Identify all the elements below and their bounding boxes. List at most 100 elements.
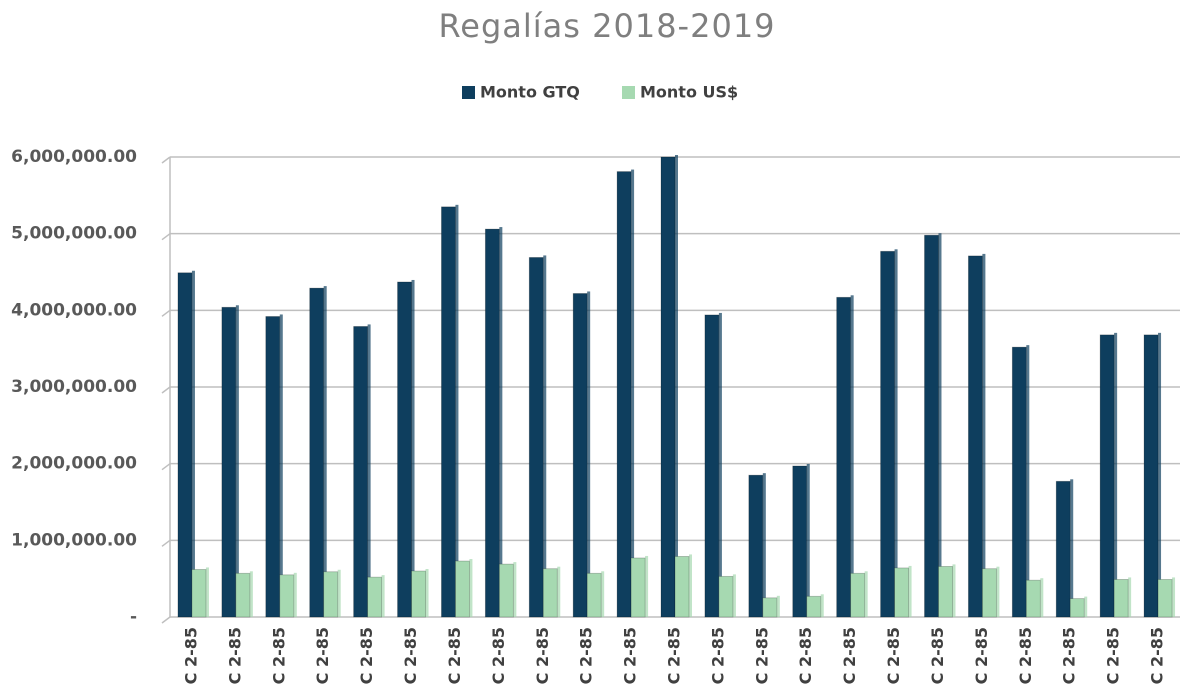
bar <box>221 306 237 618</box>
bar-depth <box>337 569 341 617</box>
x-tick-label: C 2-85 <box>401 627 420 684</box>
x-tick-label: C 2-85 <box>928 627 947 684</box>
bar-depth <box>996 566 1000 617</box>
grid-line-depth <box>161 463 171 471</box>
bar-depth <box>806 463 810 617</box>
x-tick-label: C 2-85 <box>445 627 464 684</box>
bar-depth <box>411 279 415 617</box>
x-tick-label: C 2-85 <box>577 627 596 684</box>
bar-depth <box>543 255 547 617</box>
bar-depth <box>323 286 327 617</box>
x-tick-label: C 2-85 <box>621 627 640 684</box>
bar <box>191 569 207 618</box>
bar-depth <box>776 595 780 617</box>
bar <box>572 293 588 618</box>
bar-depth <box>1128 577 1132 617</box>
bar <box>894 567 909 618</box>
bar-depth <box>249 571 253 617</box>
bar-depth <box>1114 332 1118 617</box>
bar-depth <box>557 566 561 617</box>
bar <box>880 250 895 618</box>
bar-depth <box>864 571 868 617</box>
legend-swatch <box>462 86 475 99</box>
bar <box>397 281 412 618</box>
x-tick-label: C 2-85 <box>1016 627 1035 684</box>
chart-title: Regalías 2018-2019 <box>438 7 775 45</box>
bar <box>279 574 295 618</box>
bar <box>616 171 632 618</box>
x-tick-label: C 2-85 <box>665 627 684 684</box>
x-tick-label: C 2-85 <box>840 627 859 684</box>
bar-depth <box>1172 577 1176 617</box>
bar <box>967 255 983 618</box>
bar <box>367 576 383 618</box>
y-tick-label: - <box>130 607 137 627</box>
x-tick-label: C 2-85 <box>884 627 903 684</box>
x-tick-label: C 2-85 <box>181 627 200 684</box>
grid-line-depth <box>161 309 171 317</box>
y-tick-label: 4,000,000.00 <box>11 300 137 320</box>
bar-depth <box>587 291 591 617</box>
bar-depth <box>601 571 605 617</box>
bar-depth <box>455 204 459 618</box>
bar <box>528 257 544 618</box>
legend-label: Monto GTQ <box>480 83 580 102</box>
x-tick-label: C 2-85 <box>1148 627 1167 684</box>
bar-depth <box>1070 479 1074 617</box>
bar-depth <box>191 270 195 617</box>
bar-depth <box>645 555 649 617</box>
grid-line-depth <box>161 616 171 624</box>
bar-depth <box>293 572 297 617</box>
y-tick-label: 3,000,000.00 <box>11 377 137 397</box>
x-tick-label: C 2-85 <box>708 627 727 684</box>
x-tick-label: C 2-85 <box>357 627 376 684</box>
bar-depth <box>732 574 736 617</box>
bar <box>498 563 514 618</box>
bar-depth <box>469 559 473 617</box>
bar-depth <box>631 169 635 618</box>
x-tick-label: C 2-85 <box>225 627 244 684</box>
y-tick-label: 6,000,000.00 <box>11 147 137 167</box>
bar-depth <box>820 594 824 617</box>
bar-depth <box>952 564 956 617</box>
bar <box>455 560 470 618</box>
legend-swatch <box>622 86 635 99</box>
bar <box>1011 346 1027 618</box>
bar <box>353 326 369 618</box>
bar <box>850 572 866 618</box>
bar-depth <box>425 569 429 617</box>
grid-line-depth <box>161 539 171 547</box>
bar-depth <box>499 227 503 618</box>
bar-depth <box>689 554 692 617</box>
bar <box>1055 480 1071 618</box>
x-tick-label: C 2-85 <box>796 627 815 684</box>
legend-label: Monto US$ <box>640 83 738 102</box>
x-tick-label: C 2-85 <box>752 627 771 684</box>
bar-depth <box>367 324 371 617</box>
bar <box>674 556 690 618</box>
bar-depth <box>938 233 942 617</box>
bar <box>762 597 778 618</box>
grid-line-depth <box>161 386 171 394</box>
bar <box>806 595 822 618</box>
bar <box>981 568 997 618</box>
bar-depth <box>850 295 854 617</box>
bar-depth <box>1040 578 1044 617</box>
bar <box>1099 334 1115 618</box>
x-tick-label: C 2-85 <box>269 627 288 684</box>
bar <box>309 287 325 618</box>
grid-line-depth <box>161 233 171 241</box>
x-tick-label: C 2-85 <box>313 627 332 684</box>
bar-depth <box>205 567 209 617</box>
bar <box>441 206 456 618</box>
bar <box>484 228 500 618</box>
y-tick-label: 2,000,000.00 <box>11 454 137 474</box>
x-tick-label: C 2-85 <box>1104 627 1123 684</box>
bar <box>323 571 339 618</box>
y-tick-label: 1,000,000.00 <box>11 530 137 550</box>
bar-depth <box>982 253 986 617</box>
bar <box>1143 334 1159 618</box>
bar-depth <box>718 312 722 617</box>
bar <box>836 296 852 618</box>
